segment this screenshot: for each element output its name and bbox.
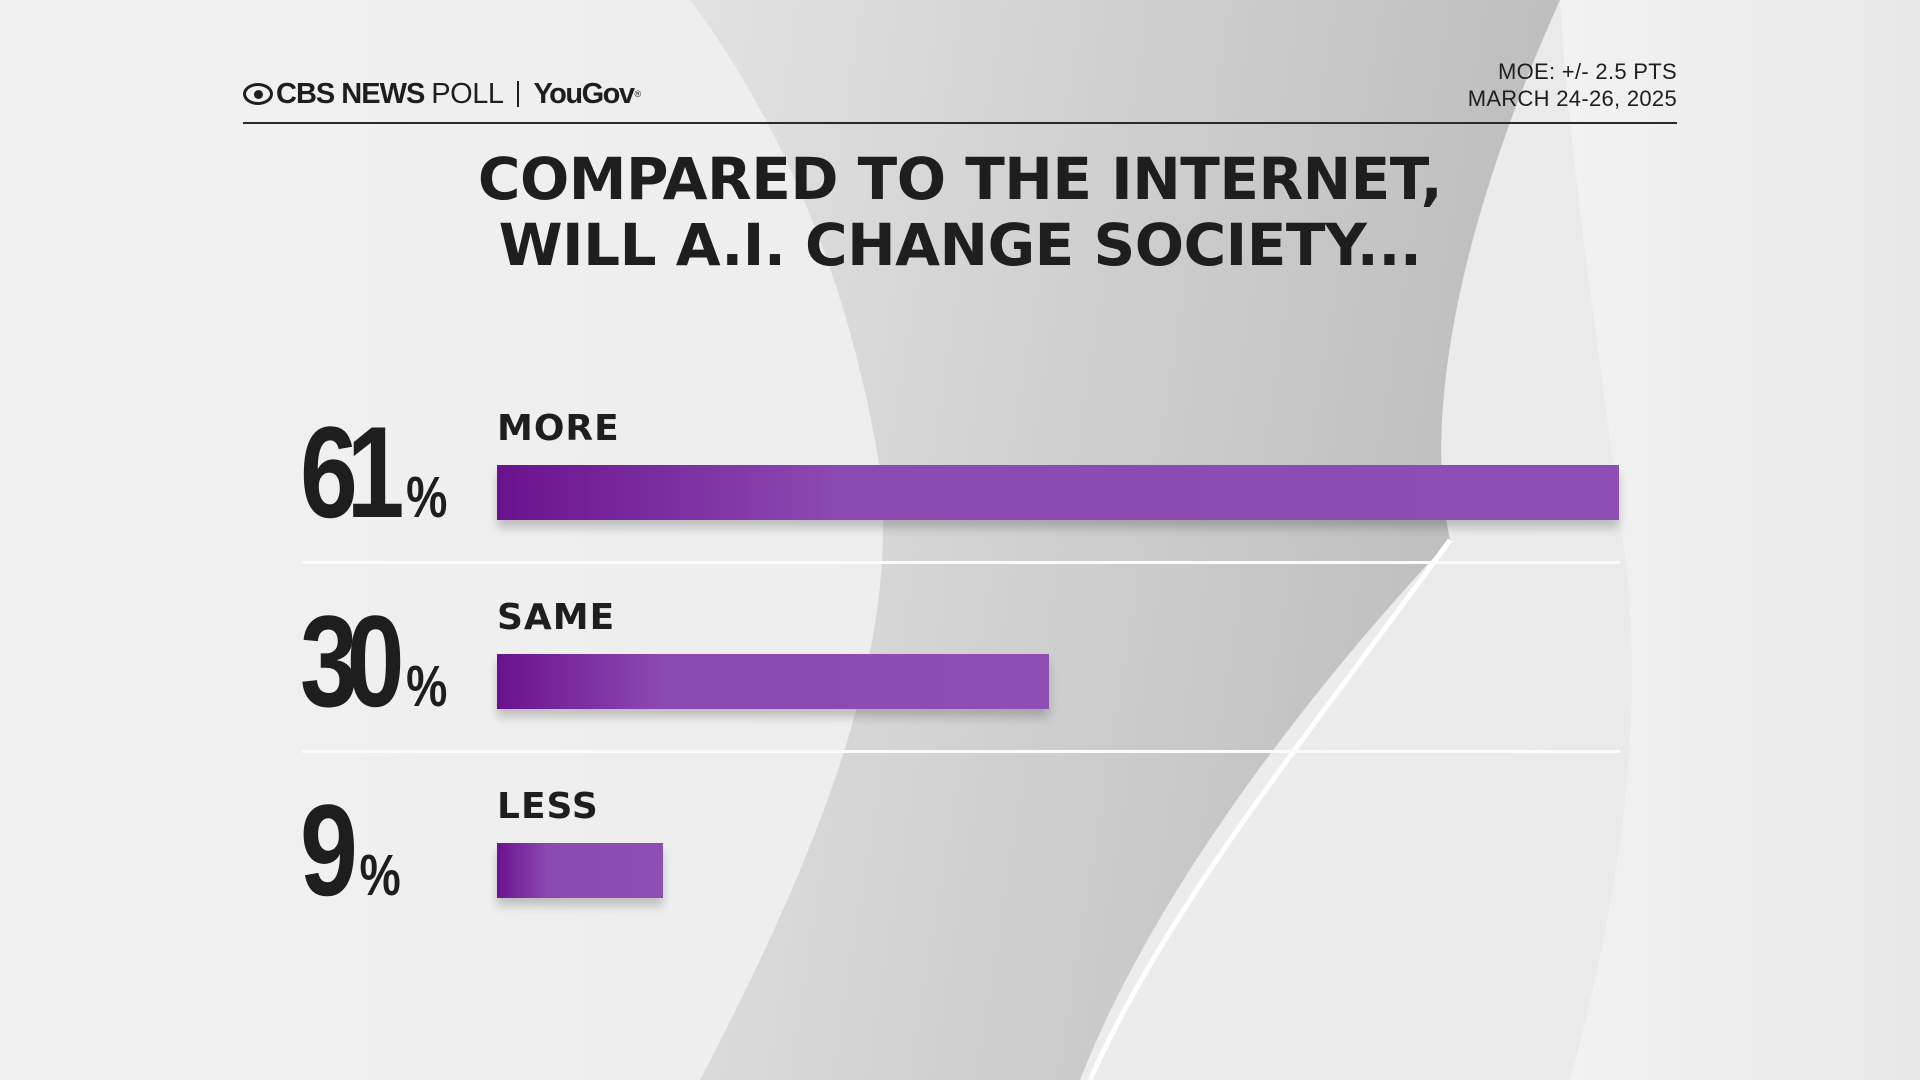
chart-title-line-2: WILL A.I. CHANGE SOCIETY... — [498, 211, 1422, 279]
bar-more — [497, 465, 1619, 520]
bar-less — [497, 843, 663, 898]
bar-same — [497, 654, 1049, 709]
category-label-more: MORE — [497, 408, 620, 449]
poll-metadata: MOE: +/- 2.5 PTS MARCH 24-26, 2025 — [1468, 58, 1677, 112]
category-label-same: SAME — [497, 597, 616, 638]
cbs-eye-icon — [243, 83, 273, 105]
percent-symbol: % — [359, 843, 401, 908]
row-divider — [302, 750, 1620, 753]
percent-symbol: % — [406, 465, 448, 530]
registered-mark: ® — [634, 89, 642, 99]
brand-poll: POLL — [431, 77, 504, 110]
category-label-less: LESS — [497, 786, 599, 827]
logo-separator — [517, 81, 520, 107]
chart-title-line-1: COMPARED TO THE INTERNET, — [477, 145, 1443, 213]
percent-value-same: 30 — [300, 588, 404, 734]
chart-title: COMPARED TO THE INTERNET, WILL A.I. CHAN… — [243, 146, 1677, 278]
yougov-logo: YouGov — [533, 77, 635, 110]
percent-label-more: 61% — [300, 407, 447, 537]
percent-label-less: 9% — [300, 785, 401, 915]
percent-value-more: 61 — [300, 399, 404, 545]
brand-name: CBS NEWS — [276, 77, 425, 110]
cbs-news-poll-logo: CBS NEWS POLL YouGov ® — [243, 76, 641, 112]
percent-label-same: 30% — [300, 596, 447, 726]
row-divider — [302, 561, 1620, 564]
percent-value-less: 9 — [300, 777, 358, 923]
margin-of-error: MOE: +/- 2.5 PTS — [1497, 59, 1677, 84]
percent-symbol: % — [406, 654, 448, 719]
poll-dates: MARCH 24-26, 2025 — [1467, 86, 1677, 111]
header-rule — [243, 122, 1677, 124]
